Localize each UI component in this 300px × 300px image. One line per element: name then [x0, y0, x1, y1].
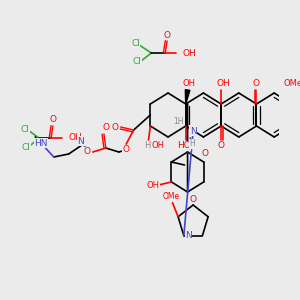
Text: Cl: Cl	[133, 58, 142, 67]
Text: OH: OH	[69, 134, 82, 142]
Text: O: O	[102, 124, 109, 133]
Polygon shape	[185, 90, 190, 104]
Text: OH: OH	[183, 49, 197, 58]
Text: H: H	[189, 140, 195, 148]
Text: N: N	[185, 231, 192, 240]
Text: Cl: Cl	[22, 142, 30, 152]
Text: OH: OH	[216, 80, 230, 88]
Text: Cl: Cl	[131, 40, 140, 49]
Text: O: O	[201, 149, 208, 158]
Text: OMe: OMe	[163, 192, 180, 201]
Text: O: O	[50, 116, 56, 124]
Text: Cl: Cl	[21, 124, 29, 134]
Text: O: O	[84, 148, 91, 157]
Text: N: N	[190, 127, 196, 136]
Text: O: O	[112, 122, 118, 131]
Text: OMe: OMe	[283, 80, 300, 88]
Text: OH: OH	[146, 181, 159, 190]
Text: HN: HN	[34, 139, 48, 148]
Text: H: H	[144, 142, 151, 151]
Text: O: O	[123, 146, 130, 154]
Text: OH: OH	[151, 142, 164, 151]
Text: HO: HO	[177, 142, 191, 151]
Text: O: O	[190, 194, 196, 203]
Text: O: O	[253, 80, 260, 88]
Text: OH: OH	[182, 79, 195, 88]
Text: O: O	[164, 31, 171, 40]
Text: N: N	[77, 136, 84, 146]
Text: 1H: 1H	[173, 116, 184, 125]
Text: O: O	[218, 142, 225, 151]
